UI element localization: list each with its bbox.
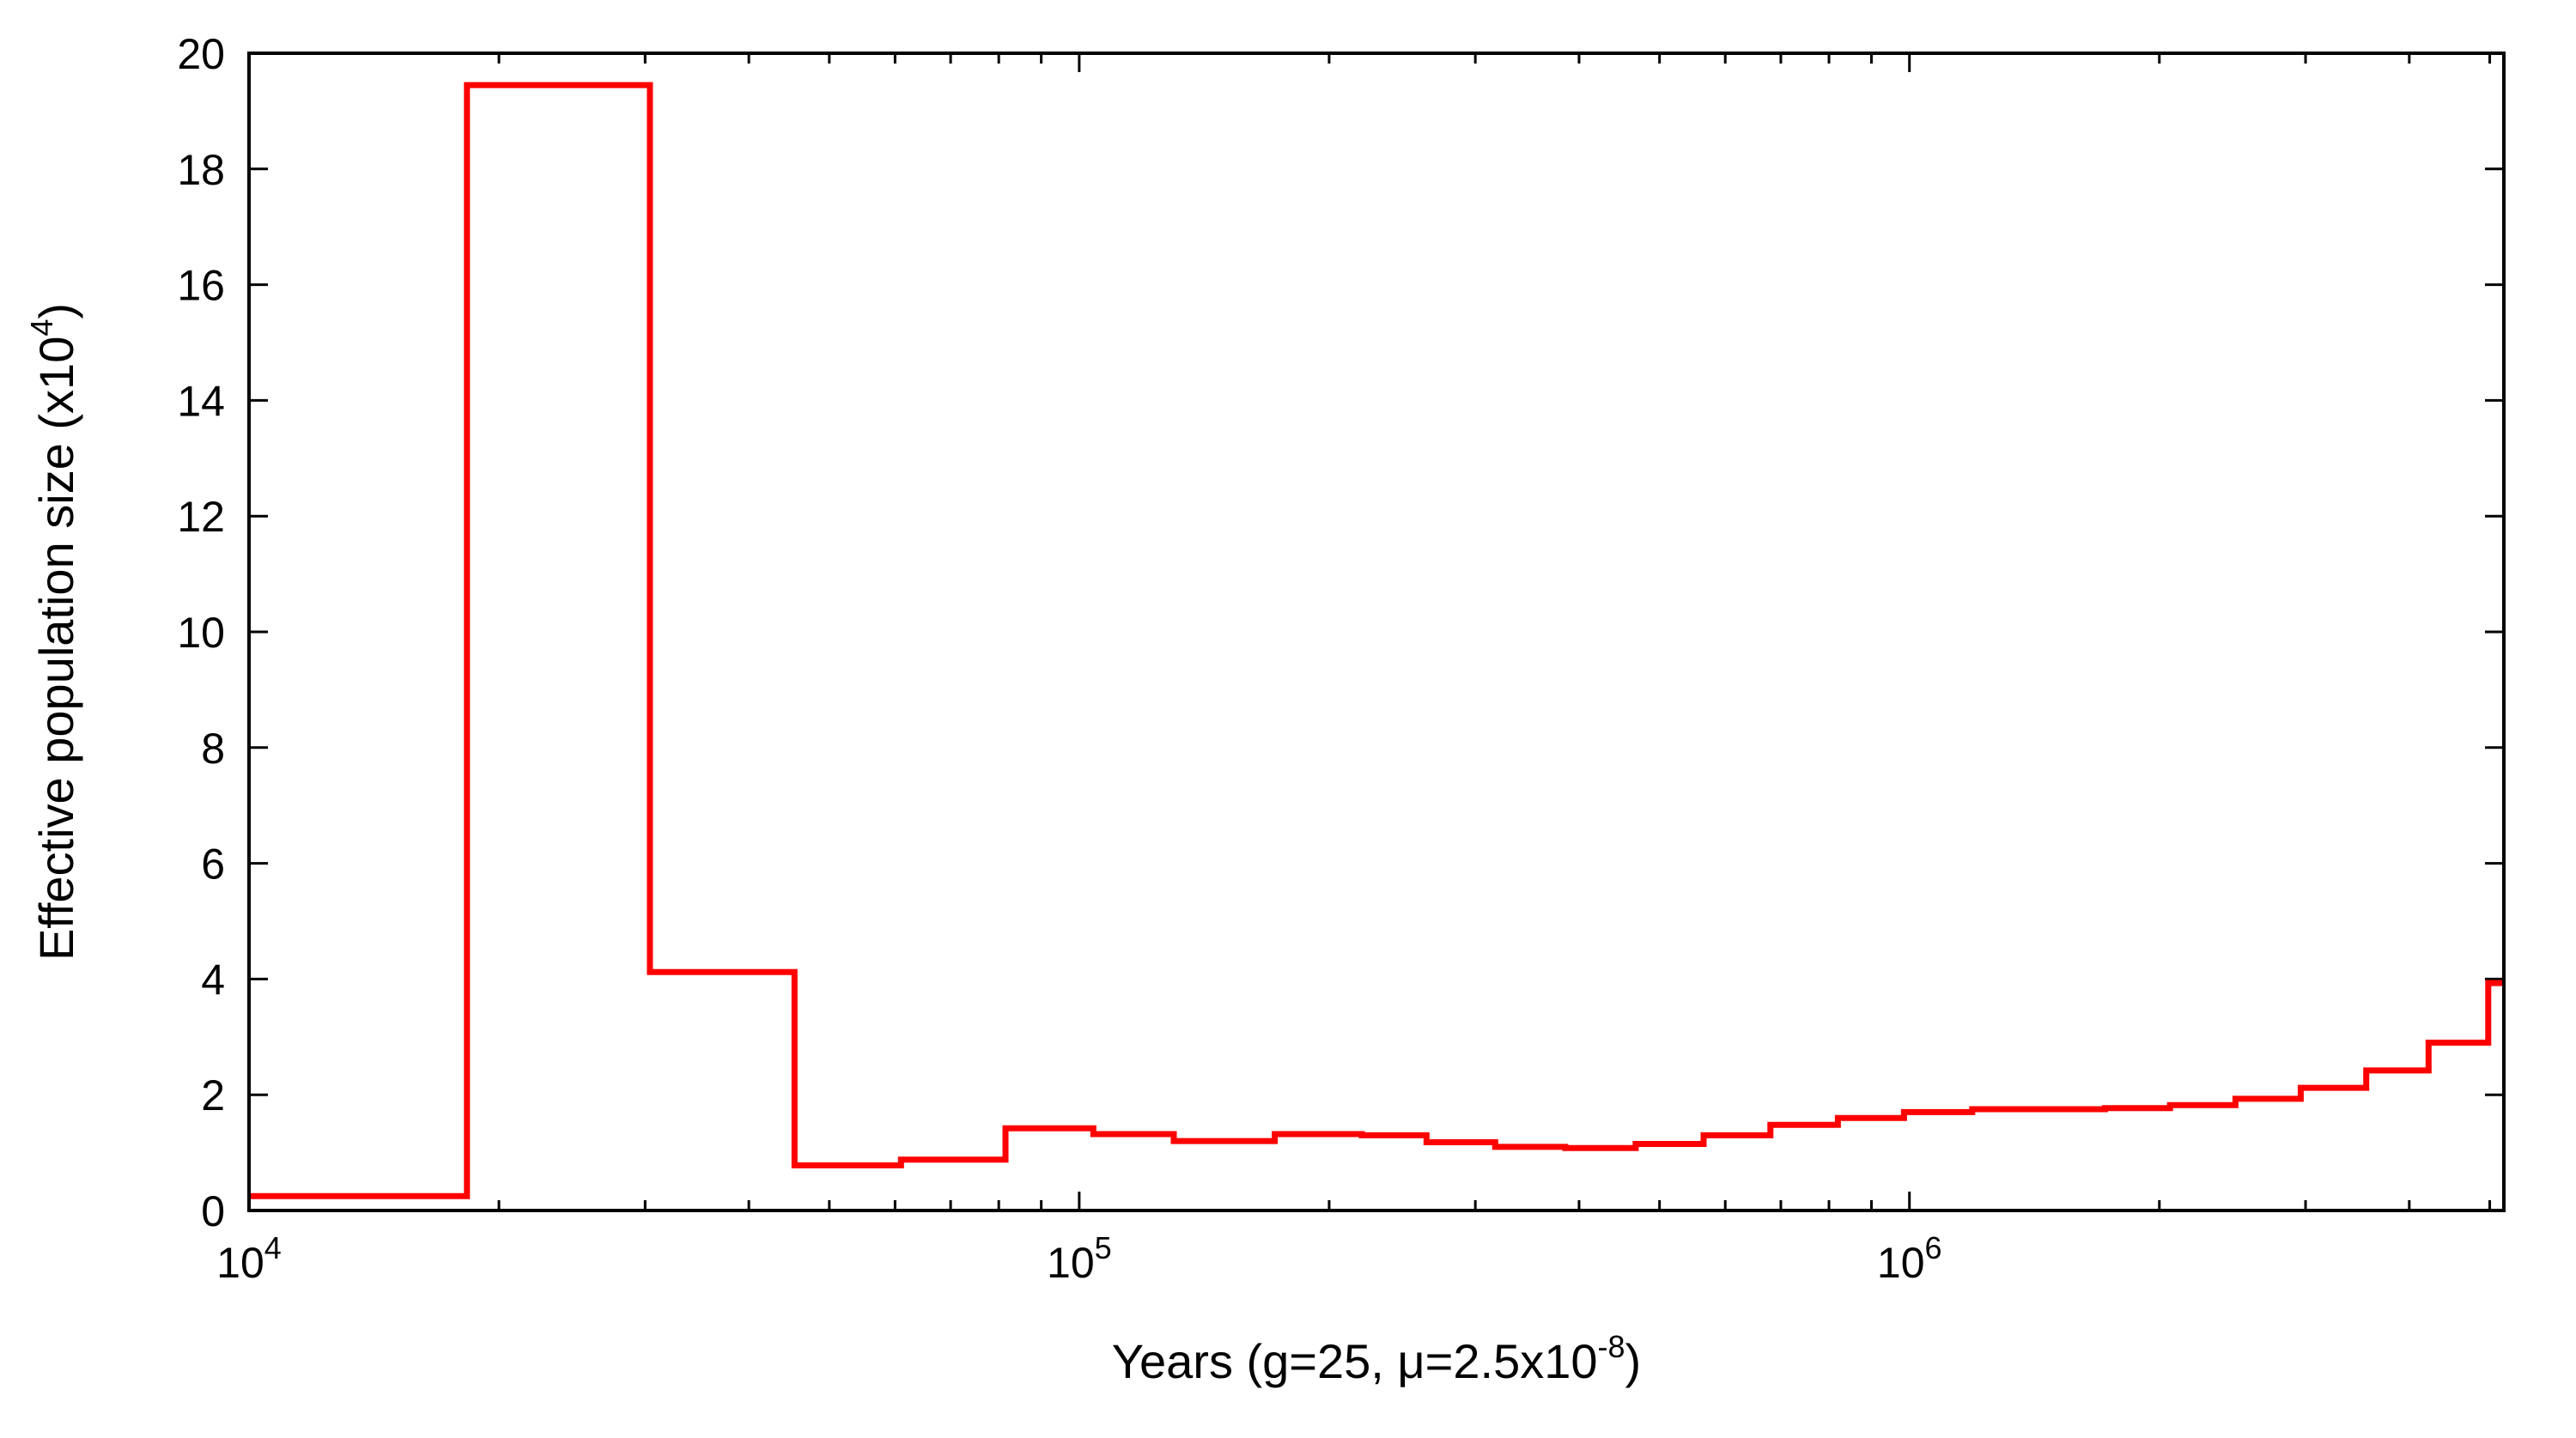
y-tick-label: 2	[201, 1071, 225, 1119]
series-layer	[249, 82, 2504, 1199]
series-line-0	[249, 82, 2504, 1199]
y-tick-label: 10	[177, 609, 225, 657]
axis-ticks	[247, 52, 2504, 1212]
x-tick-label: 106	[1877, 1230, 1942, 1287]
y-tick-label: 14	[177, 377, 225, 425]
y-tick-label: 0	[201, 1187, 225, 1235]
y-tick-label: 8	[201, 725, 225, 773]
x-axis-label: Years (g=25, μ=2.5x10-8)	[1112, 1329, 1641, 1388]
y-tick-label: 6	[201, 840, 225, 889]
x-tick-label: 104	[216, 1230, 282, 1287]
y-tick-label: 20	[177, 30, 225, 78]
y-axis-label: Effective population size (x104)	[24, 303, 83, 961]
y-tick-label: 4	[201, 956, 225, 1004]
y-tick-label: 18	[177, 146, 225, 194]
tick-labels: 0 2 4 6 8 10 12 14 16 18 20 104 105 106	[177, 30, 1941, 1287]
y-tick-label: 12	[177, 493, 225, 541]
y-tick-label: 16	[177, 262, 225, 310]
x-tick-label: 105	[1047, 1230, 1112, 1287]
plot-frame	[247, 52, 2506, 1212]
